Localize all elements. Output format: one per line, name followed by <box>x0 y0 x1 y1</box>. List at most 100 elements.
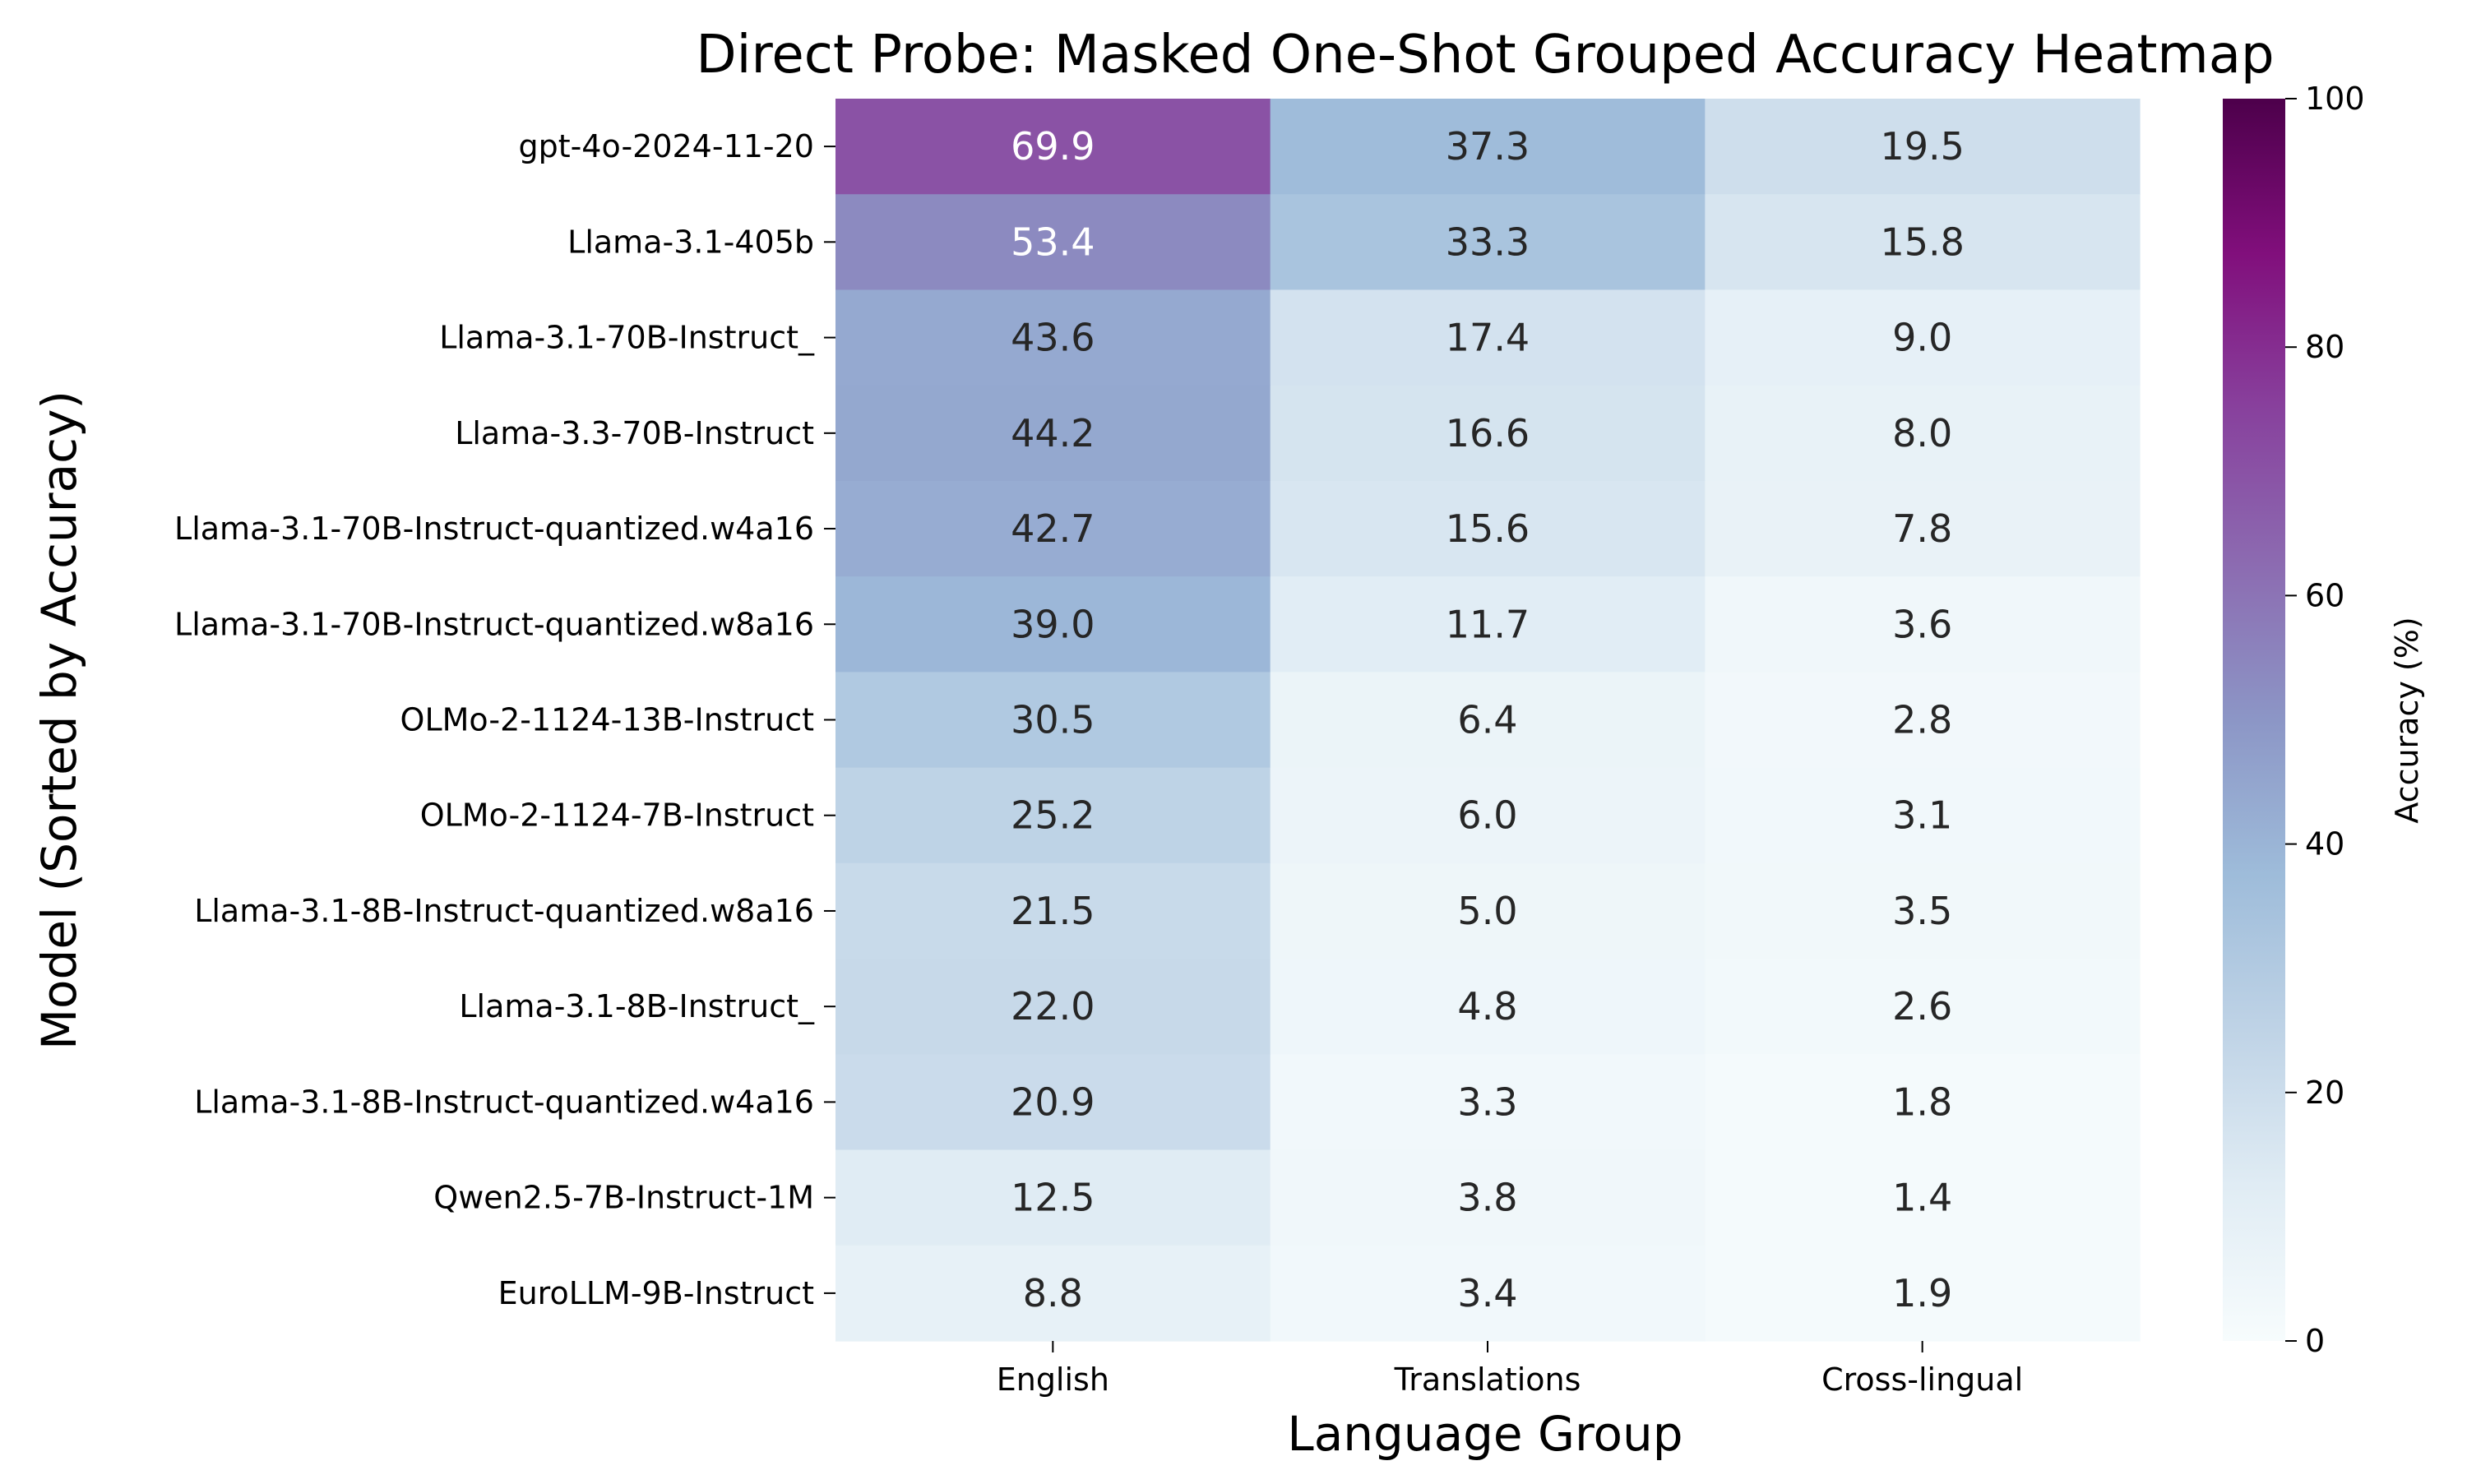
cell-value-label: 4.8 <box>1457 984 1517 1029</box>
heatmap-cell <box>1705 576 2141 673</box>
cell-value-label: 15.8 <box>1880 220 1964 264</box>
heatmap-cell <box>835 1149 1271 1246</box>
heatmap-cells: 69.9 37.3 19.5 53.4 33.3 15.8 43.6 17.4 9.0 44.2 1… <box>835 99 2141 1342</box>
x-tick-label: Translations <box>1394 1361 1581 1398</box>
heatmap-cell <box>1270 1054 1706 1151</box>
cell-value-label: 15.6 <box>1446 506 1530 551</box>
heatmap-cell <box>835 767 1271 864</box>
y-tick-label: Llama-3.1-8B-Instruct_ <box>459 988 815 1024</box>
cell-value-label: 37.3 <box>1446 124 1530 169</box>
x-tick-label: Cross-lingual <box>1821 1361 2023 1398</box>
cell-value-label: 39.0 <box>1011 602 1095 646</box>
y-tick-label: OLMo-2-1124-7B-Instruct <box>420 797 814 834</box>
heatmap-cell <box>835 672 1271 769</box>
colorbar-gradient <box>2223 99 2285 1341</box>
cell-value-label: 3.1 <box>1892 793 1952 838</box>
y-tick-label: Llama-3.1-405b <box>567 224 814 260</box>
heatmap-cell <box>835 1054 1271 1151</box>
colorbar-label: Accuracy (%) <box>2389 617 2425 823</box>
heatmap-cell <box>1705 862 2141 959</box>
x-axis-label: Language Group <box>1287 1406 1682 1462</box>
cell-value-label: 1.9 <box>1892 1271 1952 1315</box>
y-tick-label: Llama-3.1-70B-Instruct-quantized.w8a16 <box>174 606 814 642</box>
heatmap-cell <box>835 480 1271 577</box>
heatmap-cell <box>835 862 1271 959</box>
cell-value-label: 3.4 <box>1457 1271 1517 1315</box>
heatmap-cell <box>1705 959 2141 1055</box>
cell-value-label: 22.0 <box>1011 984 1095 1029</box>
colorbar-tick-label: 100 <box>2305 81 2365 117</box>
cell-value-label: 53.4 <box>1011 220 1095 264</box>
cell-value-label: 30.5 <box>1011 698 1095 742</box>
colorbar-tick-label: 60 <box>2305 577 2344 613</box>
cell-value-label: 19.5 <box>1880 124 1964 169</box>
heatmap-cell <box>1270 959 1706 1055</box>
heatmap-cell <box>835 576 1271 673</box>
heatmap-cell <box>1270 576 1706 673</box>
heatmap-cell <box>835 959 1271 1055</box>
colorbar-tick-label: 40 <box>2305 826 2344 862</box>
heatmap-cell <box>1270 99 1706 195</box>
heatmap-cell <box>1270 862 1706 959</box>
heatmap-cell <box>835 194 1271 291</box>
cell-value-label: 33.3 <box>1446 220 1530 264</box>
cell-value-label: 7.8 <box>1892 506 1952 551</box>
cell-value-label: 44.2 <box>1011 411 1095 455</box>
x-tick-labels: English Translations Cross-lingual <box>997 1341 2023 1398</box>
heatmap-cell <box>1270 385 1706 482</box>
heatmap-cell <box>1270 194 1706 291</box>
cell-value-label: 17.4 <box>1446 316 1530 360</box>
y-tick-label: OLMo-2-1124-13B-Instruct <box>400 702 814 738</box>
colorbar-tick-label: 80 <box>2305 329 2344 365</box>
heatmap-cell <box>1705 289 2141 386</box>
heatmap-cell <box>1270 1149 1706 1246</box>
cell-value-label: 3.8 <box>1457 1176 1517 1220</box>
cell-value-label: 8.0 <box>1892 411 1952 455</box>
cell-value-label: 43.6 <box>1011 316 1095 360</box>
cell-value-label: 8.8 <box>1023 1271 1083 1315</box>
cell-value-label: 2.6 <box>1892 984 1952 1029</box>
cell-value-label: 1.4 <box>1892 1176 1952 1220</box>
heatmap-cell <box>1705 767 2141 864</box>
heatmap-cell <box>1270 767 1706 864</box>
heatmap-cell <box>835 99 1271 195</box>
heatmap-cell <box>1705 1245 2141 1342</box>
colorbar-tick-label: 20 <box>2305 1075 2344 1111</box>
heatmap-cell <box>1705 1149 2141 1246</box>
y-tick-label: Llama-3.1-70B-Instruct_ <box>439 320 815 356</box>
heatmap-cell <box>1705 194 2141 291</box>
cell-value-label: 21.5 <box>1011 889 1095 933</box>
cell-value-label: 16.6 <box>1446 411 1530 455</box>
colorbar: 0 20 40 60 80 100 Accuracy (%) <box>2223 81 2425 1359</box>
x-tick-label: English <box>997 1361 1109 1398</box>
y-axis-label: Model (Sorted by Accuracy) <box>31 391 87 1050</box>
y-tick-label: gpt-4o-2024-11-20 <box>518 128 814 164</box>
heatmap-cell <box>1705 672 2141 769</box>
cell-value-label: 9.0 <box>1892 316 1952 360</box>
heatmap-cell <box>1705 99 2141 195</box>
cell-value-label: 6.4 <box>1457 698 1517 742</box>
y-tick-label: Llama-3.3-70B-Instruct <box>455 415 814 451</box>
chart-title: Direct Probe: Masked One-Shot Grouped Ac… <box>696 25 2274 86</box>
cell-value-label: 42.7 <box>1011 506 1095 551</box>
heatmap-cell <box>1705 480 2141 577</box>
heatmap-cell <box>1270 480 1706 577</box>
heatmap-cell <box>1270 1245 1706 1342</box>
cell-value-label: 12.5 <box>1011 1176 1095 1220</box>
cell-value-label: 3.5 <box>1892 889 1952 933</box>
y-tick-labels: gpt-4o-2024-11-20 Llama-3.1-405b Llama-3.1… <box>174 128 835 1311</box>
cell-value-label: 5.0 <box>1457 889 1517 933</box>
cell-value-label: 25.2 <box>1011 793 1095 838</box>
heatmap-cell <box>835 1245 1271 1342</box>
cell-value-label: 2.8 <box>1892 698 1952 742</box>
y-tick-label: Qwen2.5-7B-Instruct-1M <box>433 1180 814 1216</box>
y-tick-label: EuroLLM-9B-Instruct <box>498 1275 814 1311</box>
y-tick-label: Llama-3.1-70B-Instruct-quantized.w4a16 <box>174 511 814 547</box>
heatmap-cell <box>1270 672 1706 769</box>
cell-value-label: 20.9 <box>1011 1079 1095 1124</box>
heatmap-cell <box>835 385 1271 482</box>
heatmap-cell <box>1705 385 2141 482</box>
cell-value-label: 3.3 <box>1457 1079 1517 1124</box>
